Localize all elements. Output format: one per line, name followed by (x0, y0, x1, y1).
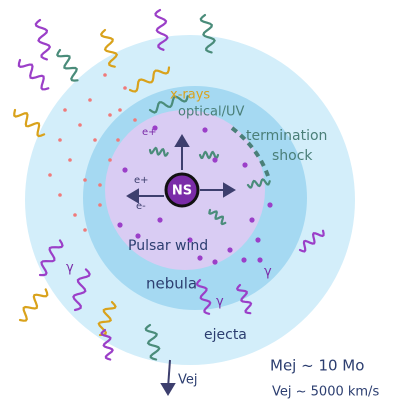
particle-dot (227, 247, 232, 252)
gamma-label: γ (66, 261, 74, 276)
xray-dot (63, 108, 67, 112)
pulsar-wind-label: Pulsar wind (128, 238, 208, 254)
particle-dot (267, 202, 272, 207)
velocity-label: Vej ~ 5000 km/s (272, 385, 379, 400)
particle-dot (242, 162, 247, 167)
particle-dot (117, 222, 122, 227)
xray-dot (48, 173, 52, 177)
particle-dot (197, 255, 202, 260)
termination-label: termination (246, 128, 327, 144)
ns-label: NS (172, 184, 192, 199)
gamma-label: γ (216, 295, 224, 310)
xray-dot (73, 213, 77, 217)
xray-dot (78, 123, 82, 127)
photon-wave (20, 289, 47, 320)
particle-dot (255, 237, 260, 242)
ejecta-label: ejecta (204, 327, 247, 343)
gamma-label: γ (264, 265, 272, 280)
xray-dot (93, 138, 97, 142)
xray-dot (123, 86, 127, 90)
xray-dot (98, 183, 102, 187)
nebula-label: nebula (146, 275, 197, 293)
particle-dot (249, 217, 254, 222)
xray-dot (58, 138, 62, 142)
xray-dot (116, 138, 120, 142)
xray-dot (118, 108, 122, 112)
xray-dot (88, 98, 92, 102)
photon-wave (57, 50, 77, 81)
xray-dot (58, 193, 62, 197)
particle-dot (212, 157, 217, 162)
xrays-label: x-rays (170, 88, 210, 103)
particle-dot (257, 257, 262, 262)
electron-label: e+ (142, 127, 157, 138)
electron-label: e+ (134, 175, 149, 186)
xray-dot (133, 118, 137, 122)
particle-dot (241, 257, 246, 262)
photon-wave (19, 60, 48, 89)
shock-label: shock (272, 148, 313, 164)
particle-dot (122, 167, 127, 172)
particle-dot (212, 259, 217, 264)
vej-label: Vej (178, 373, 198, 388)
xray-dot (83, 178, 87, 182)
xray-dot (108, 113, 112, 117)
mass-label: Mej ~ 10 Mo (270, 357, 364, 375)
xray-dot (83, 228, 87, 232)
xray-dot (103, 73, 107, 77)
photon-wave (36, 20, 50, 59)
electron-label: e- (136, 201, 146, 212)
xray-dot (68, 158, 72, 162)
xray-dot (108, 158, 112, 162)
diagram: NS x-rays optical/UV termination shock e… (0, 0, 396, 408)
xray-dot (98, 203, 102, 207)
optical-label: optical/UV (178, 105, 245, 120)
particle-dot (157, 217, 162, 222)
particle-dot (202, 127, 207, 132)
